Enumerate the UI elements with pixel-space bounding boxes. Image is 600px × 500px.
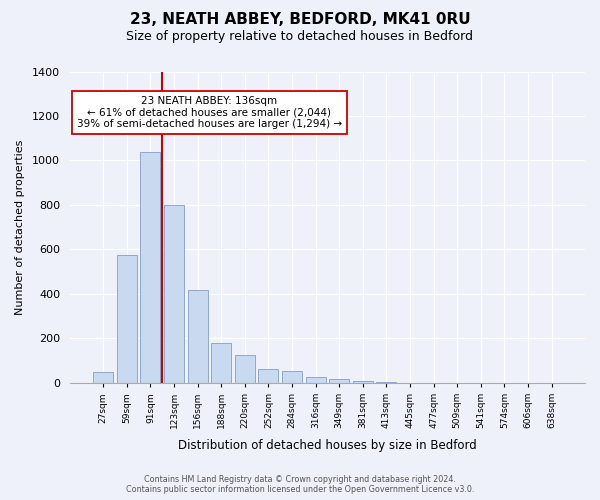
Bar bbox=[211, 343, 231, 383]
Bar bbox=[117, 255, 137, 383]
Bar bbox=[353, 381, 373, 383]
Bar bbox=[376, 382, 397, 383]
Text: Contains HM Land Registry data © Crown copyright and database right 2024.
Contai: Contains HM Land Registry data © Crown c… bbox=[126, 474, 474, 494]
Bar bbox=[329, 378, 349, 383]
Bar bbox=[164, 205, 184, 383]
Bar bbox=[305, 378, 326, 383]
X-axis label: Distribution of detached houses by size in Bedford: Distribution of detached houses by size … bbox=[178, 440, 477, 452]
Bar bbox=[235, 355, 255, 383]
Y-axis label: Number of detached properties: Number of detached properties bbox=[15, 140, 25, 315]
Text: 23, NEATH ABBEY, BEDFORD, MK41 0RU: 23, NEATH ABBEY, BEDFORD, MK41 0RU bbox=[130, 12, 470, 28]
Bar bbox=[259, 369, 278, 383]
Bar bbox=[93, 372, 113, 383]
Bar bbox=[282, 370, 302, 383]
Text: Size of property relative to detached houses in Bedford: Size of property relative to detached ho… bbox=[127, 30, 473, 43]
Bar bbox=[188, 290, 208, 383]
Bar bbox=[140, 152, 160, 383]
Text: 23 NEATH ABBEY: 136sqm
← 61% of detached houses are smaller (2,044)
39% of semi-: 23 NEATH ABBEY: 136sqm ← 61% of detached… bbox=[77, 96, 342, 129]
